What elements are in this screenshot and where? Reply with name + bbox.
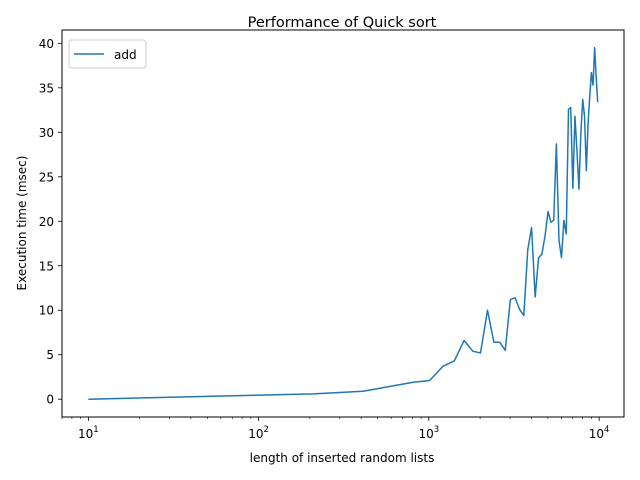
- y-tick-label: 0: [46, 393, 54, 407]
- y-axis-label: Execution time (msec): [15, 156, 29, 291]
- plot-frame: [61, 29, 625, 418]
- x-tick-label: 102: [248, 425, 269, 441]
- y-tick-label: 30: [39, 126, 54, 140]
- y-tick-label: 20: [39, 215, 54, 229]
- x-tick-label: 104: [589, 425, 610, 441]
- y-tick-label: 10: [39, 304, 54, 318]
- y-tick-label: 40: [39, 37, 54, 51]
- x-tick-label: 103: [419, 425, 440, 441]
- legend: add: [68, 39, 147, 69]
- series-layer: [88, 47, 599, 400]
- chart-title: Performance of Quick sort: [248, 15, 437, 31]
- y-tick-label: 5: [46, 348, 54, 362]
- plot-area: [61, 29, 625, 418]
- series-line-add: [88, 47, 599, 400]
- y-tick-label: 15: [39, 259, 54, 273]
- x-axis: 101 102 103 104: [61, 417, 610, 441]
- y-axis: 0 5 10 15 20 25 30 35 40: [39, 37, 62, 407]
- x-tick-label: 101: [78, 425, 99, 441]
- y-tick-label: 25: [39, 170, 54, 184]
- y-tick-label: 35: [39, 81, 54, 95]
- legend-label-add: add: [114, 48, 137, 62]
- x-axis-label: length of inserted random lists: [250, 451, 435, 465]
- legend-box: [68, 39, 147, 69]
